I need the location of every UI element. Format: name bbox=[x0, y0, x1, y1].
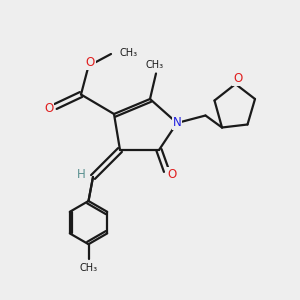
Text: O: O bbox=[233, 72, 242, 85]
Text: O: O bbox=[85, 56, 94, 69]
Text: O: O bbox=[167, 168, 176, 181]
Text: CH₃: CH₃ bbox=[146, 60, 164, 70]
Text: H: H bbox=[77, 167, 86, 181]
Text: N: N bbox=[172, 116, 182, 130]
Text: CH₃: CH₃ bbox=[80, 262, 98, 273]
Text: CH₃: CH₃ bbox=[119, 47, 137, 58]
Text: O: O bbox=[44, 102, 53, 116]
